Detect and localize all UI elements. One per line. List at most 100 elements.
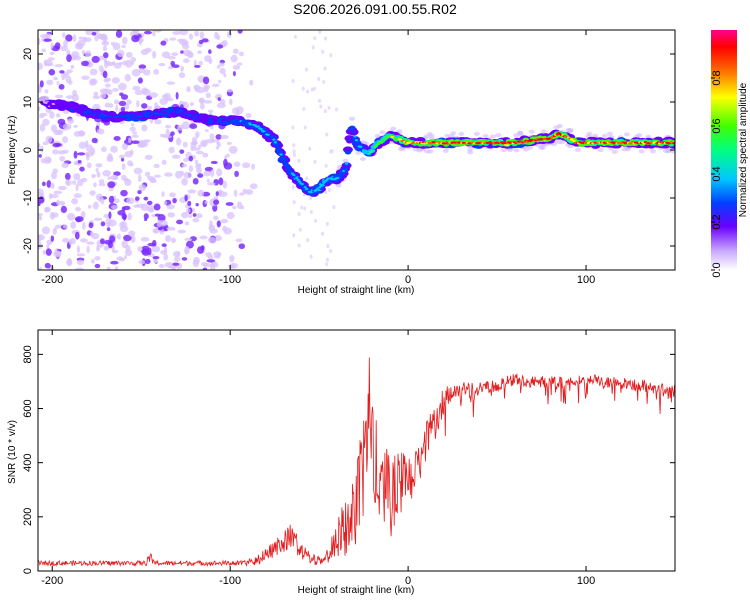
spectrogram-noise-blob xyxy=(292,200,296,205)
y-tick-label: -10 xyxy=(22,190,34,206)
spectrogram-noise-blob xyxy=(63,39,69,48)
spectrogram-noise-blob xyxy=(207,182,216,186)
colorbar-tick-label: 0.6 xyxy=(711,118,723,133)
spectrogram-ridge-blob xyxy=(266,133,270,136)
spectrogram-noise-blob xyxy=(95,163,103,168)
spectrogram-noise-blob xyxy=(199,102,205,110)
spectrogram-noise-blob xyxy=(216,168,223,177)
spectrogram-noise-blob xyxy=(329,53,333,58)
spectrogram-noise-blob xyxy=(130,123,135,127)
spectrogram-noise-blob xyxy=(322,79,326,84)
spectrogram-noise-blob xyxy=(137,77,143,84)
spectrogram-ridge-blob xyxy=(279,153,283,156)
spectrogram-noise-blob xyxy=(92,95,101,100)
spectrogram-noise-blob xyxy=(201,38,209,43)
spectrogram-noise-blob xyxy=(50,235,55,242)
spectrogram-noise-blob xyxy=(90,151,94,156)
spectrogram-noise-blob xyxy=(50,42,54,49)
spectrogram-noise-blob xyxy=(62,149,69,154)
spectrogram-noise-blob xyxy=(133,167,143,175)
y-tick-label: 400 xyxy=(22,454,34,472)
spectrogram-noise-blob xyxy=(195,131,200,139)
spectrogram-ridge-blob xyxy=(340,172,344,175)
spectrogram-noise-blob xyxy=(102,169,111,177)
spectrogram-noise-blob xyxy=(157,227,163,231)
spectrogram-noise-blob xyxy=(86,241,95,245)
spectrogram-noise-blob xyxy=(93,217,103,221)
spectrogram-noise-blob xyxy=(218,177,224,186)
spectrogram-noise-blob xyxy=(141,103,148,109)
spectrogram-ridge-blob xyxy=(259,127,263,130)
spectrogram-noise-blob xyxy=(44,262,51,269)
spectrogram-halo-blob xyxy=(566,129,573,134)
spectrogram-noise-blob xyxy=(151,213,157,218)
spectrogram-noise-blob xyxy=(111,249,119,254)
spectrogram-halo-blob xyxy=(490,134,497,139)
spectrogram-noise-blob xyxy=(297,243,301,248)
spectrogram-noise-blob xyxy=(207,109,214,113)
spectrogram-noise-blob xyxy=(218,62,225,67)
spectrogram-noise-blob xyxy=(76,259,84,266)
spectrogram-noise-blob xyxy=(55,143,62,147)
spectrogram-noise-blob xyxy=(188,165,194,172)
spectrogram-noise-blob xyxy=(188,33,194,40)
spectrogram-halo-blob xyxy=(638,149,645,154)
spectrogram-noise-blob xyxy=(318,98,322,103)
spectrogram-x-label: Height of straight line (km) xyxy=(298,285,415,296)
spectrogram-noise-blob xyxy=(239,192,245,196)
spectrogram-noise-blob xyxy=(160,40,167,46)
spectrogram-noise-blob xyxy=(164,261,174,268)
spectrogram-ridge-blob xyxy=(287,168,292,171)
spectrogram-noise-blob xyxy=(81,60,89,67)
spectrogram-halo-blob xyxy=(513,148,520,153)
spectrogram-noise-blob xyxy=(121,206,126,212)
spectrogram-noise-blob xyxy=(226,211,235,220)
spectrogram-noise-blob xyxy=(81,75,90,80)
spectrogram-noise-blob xyxy=(184,221,190,226)
colorbar-scale xyxy=(711,30,737,270)
spectrogram-halo-blob xyxy=(335,183,342,188)
spectrogram-noise-blob xyxy=(38,241,43,250)
spectrogram-noise-blob xyxy=(204,200,208,205)
spectrogram-noise-blob xyxy=(215,145,220,150)
spectrogram-noise-blob xyxy=(324,163,328,168)
spectrogram-halo-blob xyxy=(482,133,489,138)
spectrogram-noise-blob xyxy=(77,160,82,164)
spectrogram-noise-blob xyxy=(230,54,238,63)
spectrogram-noise-blob xyxy=(192,217,200,223)
spectrogram-noise-blob xyxy=(46,63,54,67)
spectrogram-ridge-blob xyxy=(282,158,286,161)
spectrogram-ridge-blob xyxy=(297,180,302,183)
spectrogram-noise-blob xyxy=(178,72,186,79)
spectrogram-noise-blob xyxy=(163,201,168,205)
spectrogram-noise-blob xyxy=(71,198,79,205)
spectrogram-noise-blob xyxy=(306,238,310,243)
spectrogram-noise-blob xyxy=(199,235,208,240)
spectrogram-noise-blob xyxy=(205,138,215,144)
spectrogram-noise-blob xyxy=(165,128,171,137)
spectrogram-noise-blob xyxy=(38,266,43,270)
spectrogram-ridge-blob xyxy=(343,168,347,171)
spectrogram-y-ticks: -20 -10 0 10 20 xyxy=(22,48,675,254)
spectrogram-noise-blob xyxy=(291,79,295,84)
spectrogram-noise-blob xyxy=(195,164,202,170)
spectrogram-noise-blob xyxy=(313,36,317,41)
spectrogram-noise-blob xyxy=(158,263,165,268)
spectrogram-noise-blob xyxy=(102,45,108,51)
spectrogram-ridge-blob xyxy=(296,178,300,182)
spectrogram-noise-blob xyxy=(39,80,44,88)
spectrogram-noise-blob xyxy=(146,105,153,110)
spectrogram-noise-blob xyxy=(53,227,58,231)
y-tick-label: 200 xyxy=(22,508,34,526)
spectrogram-ridge-blob xyxy=(380,140,384,143)
spectrogram-noise-blob xyxy=(152,30,156,37)
snr-panel: -200 -100 0 100 0 200 400 600 800 Height of str… xyxy=(7,329,676,596)
spectrogram-noise-blob xyxy=(170,237,176,244)
spectrogram-ridge-blob xyxy=(283,160,287,164)
spectrogram-noise-blob xyxy=(108,211,112,219)
spectrogram-noise-blob xyxy=(137,142,146,148)
spectrogram-noise-blob xyxy=(194,30,200,37)
spectrogram-noise-blob xyxy=(226,141,232,146)
spectrogram-noise-blob xyxy=(216,142,222,147)
spectrogram-ridge-blob xyxy=(280,156,285,159)
